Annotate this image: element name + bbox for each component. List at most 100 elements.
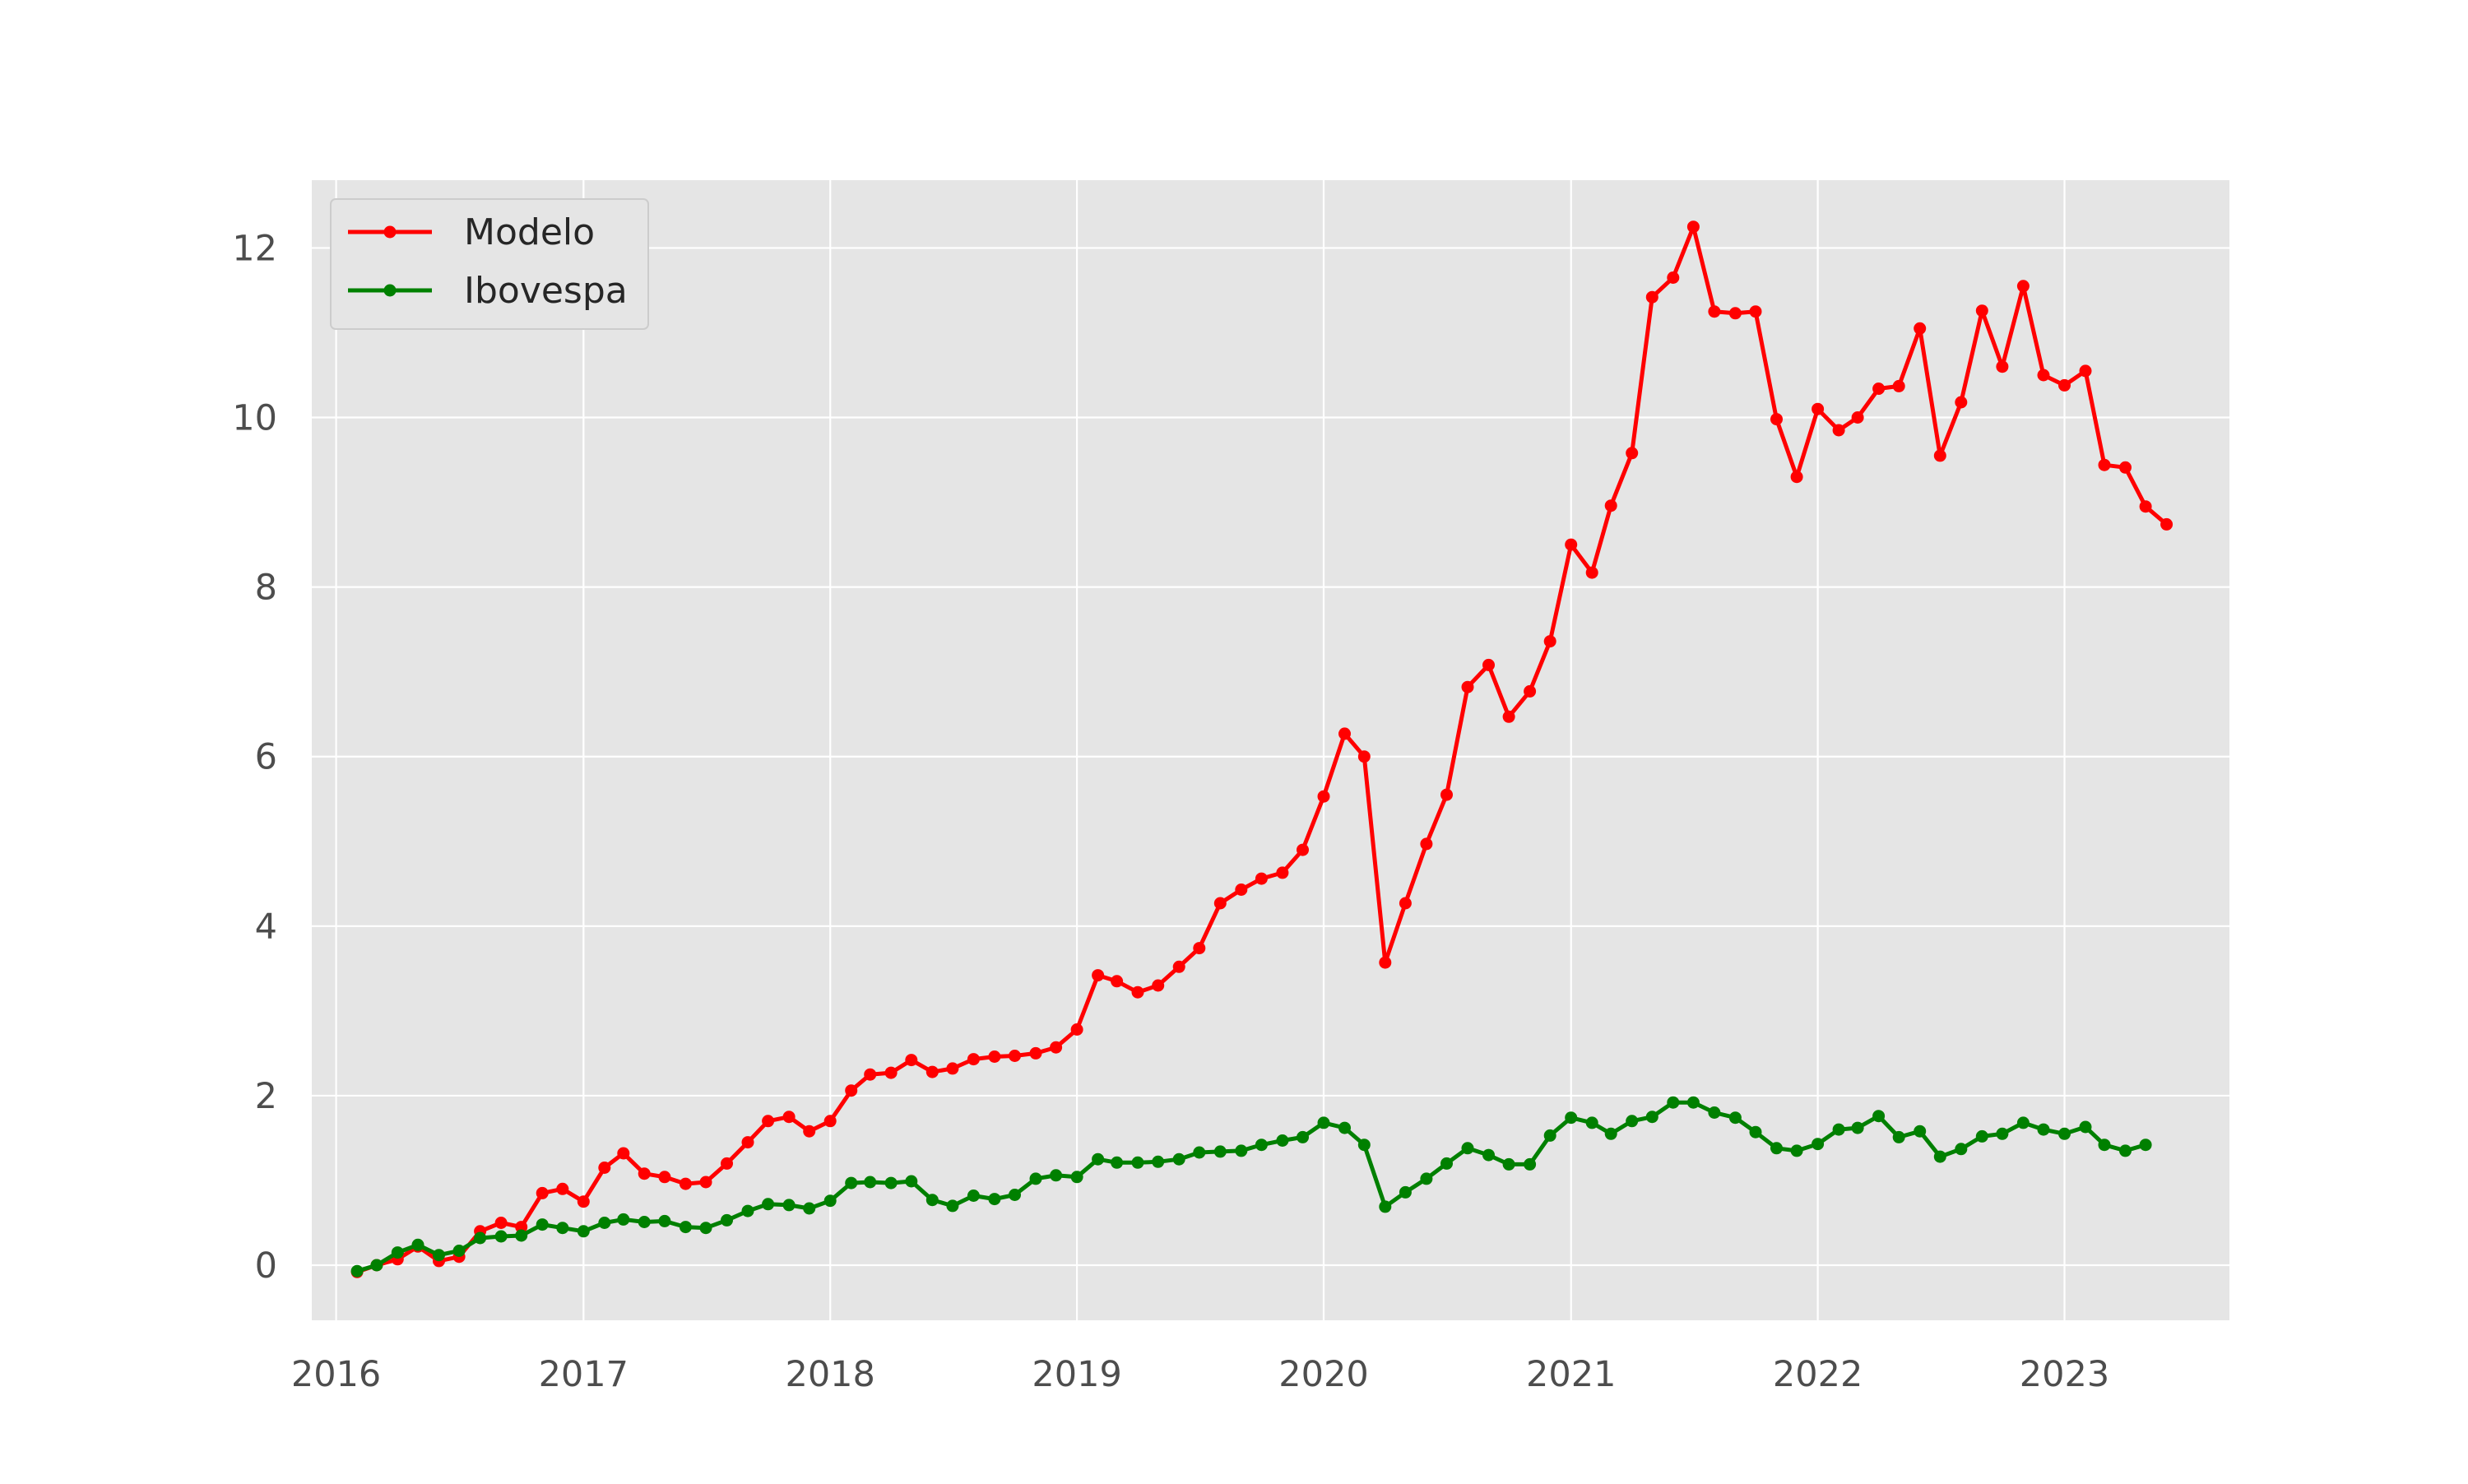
data-point (1131, 1156, 1144, 1169)
data-point (1770, 1142, 1783, 1155)
y-tick-label: 12 (232, 228, 277, 269)
data-point (433, 1249, 445, 1262)
data-point (658, 1214, 671, 1227)
data-point (350, 1264, 364, 1278)
data-point (1626, 1115, 1639, 1128)
data-point (803, 1125, 816, 1138)
y-tick-label: 6 (255, 737, 277, 778)
data-point (1790, 1144, 1803, 1157)
data-point (2079, 364, 2092, 378)
data-point (762, 1198, 775, 1211)
data-point (1317, 790, 1330, 803)
data-point (658, 1171, 671, 1184)
data-point (2139, 500, 2152, 513)
data-point (1009, 1050, 1021, 1062)
data-point (1131, 985, 1144, 999)
data-point (782, 1111, 796, 1124)
legend-label: Modelo (464, 211, 595, 253)
data-point (1235, 1144, 1248, 1157)
data-point (617, 1147, 630, 1160)
data-point (577, 1195, 590, 1208)
data-point (1213, 1145, 1227, 1158)
data-point (1070, 1171, 1083, 1184)
data-point (803, 1202, 816, 1215)
data-point (1276, 866, 1289, 879)
data-point (1235, 883, 1248, 896)
x-tick-label: 2023 (2020, 1354, 2109, 1395)
y-tick-label: 4 (255, 907, 277, 948)
data-point (1975, 1129, 1988, 1143)
data-point (1111, 975, 1124, 988)
data-point (1050, 1169, 1063, 1182)
data-point (1790, 471, 1803, 484)
x-tick-label: 2019 (1032, 1354, 1121, 1395)
data-point (845, 1176, 858, 1190)
data-point (1399, 1185, 1412, 1199)
data-point (1297, 843, 1309, 856)
series-line (355, 1100, 2148, 1273)
x-axis-ticks: 2016 2017 2018 2019 2020 2021 2022 2023 (291, 1354, 2109, 1395)
data-point (494, 1230, 508, 1243)
data-point (1996, 1127, 2009, 1140)
data-point (1812, 402, 1825, 415)
data-point (946, 1199, 959, 1213)
data-point (2016, 280, 2030, 293)
data-point (1152, 979, 1165, 992)
data-point (2058, 378, 2071, 392)
data-point (988, 1193, 1001, 1206)
data-point (577, 1225, 590, 1238)
data-point (536, 1186, 549, 1199)
data-point (884, 1066, 898, 1079)
data-point (2037, 1123, 2050, 1136)
data-point (679, 1177, 692, 1190)
data-point (1420, 1172, 1433, 1185)
data-point (1338, 1121, 1351, 1134)
data-point (1728, 1111, 1742, 1125)
data-point (679, 1221, 692, 1234)
legend-label: Ibovespa (464, 270, 628, 312)
series-ibovespa (350, 1096, 2152, 1278)
data-point (1297, 1130, 1309, 1143)
data-point (1604, 499, 1617, 512)
data-point (2037, 369, 2050, 382)
data-point (823, 1194, 837, 1208)
data-point (598, 1217, 611, 1229)
data-point (1172, 960, 1185, 973)
data-point (370, 1259, 383, 1272)
data-point (1357, 750, 1371, 763)
data-point (1686, 1096, 1700, 1109)
plot-background (312, 180, 2229, 1320)
data-point (1851, 411, 1864, 424)
data-point (1955, 1143, 1968, 1156)
data-point (494, 1217, 508, 1229)
data-point (1708, 305, 1721, 318)
data-point (1832, 424, 1845, 437)
data-point (1255, 1139, 1268, 1152)
data-point (1975, 304, 1988, 318)
data-point (1645, 1111, 1658, 1124)
series-layer (350, 220, 2173, 1278)
x-tick-label: 2021 (1526, 1354, 1616, 1395)
data-point (845, 1084, 858, 1097)
data-point (1379, 956, 1392, 969)
data-point (1686, 220, 1700, 234)
data-point (1524, 684, 1537, 698)
data-point (515, 1229, 528, 1242)
data-point (1812, 1138, 1825, 1151)
data-point (1914, 322, 1927, 335)
data-point (2119, 1144, 2132, 1157)
y-tick-label: 10 (232, 398, 277, 439)
data-point (1276, 1134, 1289, 1147)
data-point (1955, 396, 1968, 409)
x-tick-label: 2022 (1773, 1354, 1863, 1395)
data-point (988, 1050, 1001, 1063)
data-point (1029, 1046, 1042, 1060)
data-point (1645, 290, 1658, 304)
data-point (1193, 942, 1206, 955)
legend-marker (383, 284, 397, 297)
data-point (1482, 1148, 1495, 1162)
y-tick-label: 8 (255, 568, 277, 609)
data-point (741, 1204, 754, 1217)
